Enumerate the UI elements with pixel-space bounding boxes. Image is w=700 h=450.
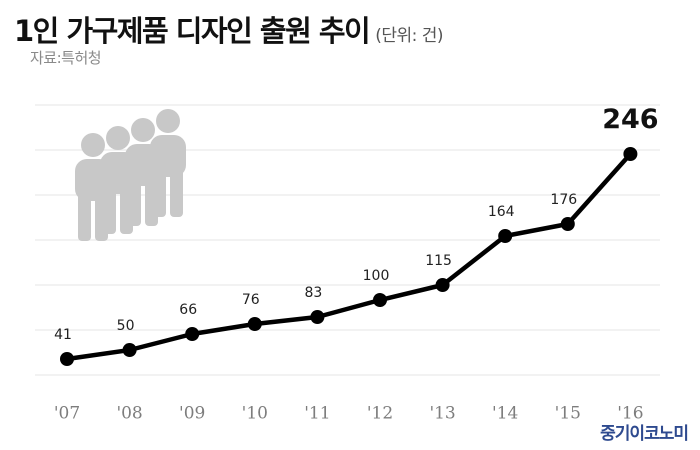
chart-title: 1인 가구제품 디자인 출원 추이 [14, 14, 371, 48]
source-label: 자료:특허청 [30, 49, 102, 67]
x-tick-4: '11 [304, 404, 330, 424]
series-line [64, 151, 633, 362]
person-leg-left [128, 174, 141, 226]
data-label-8: 176 [550, 192, 577, 208]
grid-lines [35, 104, 660, 376]
data-label-2: 66 [179, 302, 197, 318]
x-tick-5: '12 [367, 404, 393, 424]
data-point-8 [560, 217, 575, 231]
data-point-5 [373, 293, 387, 307]
person-leg-left [78, 189, 91, 241]
x-tick-3: '10 [242, 404, 268, 424]
data-point-4 [310, 310, 325, 324]
x-tick-7: '14 [492, 404, 518, 424]
person-head [131, 118, 155, 142]
title-row: 1인 가구제품 디자인 출원 추이 (단위: 건) [14, 8, 444, 50]
data-label-0: 41 [54, 327, 72, 343]
x-tick-9: '16 [617, 404, 643, 424]
data-point-9 [623, 147, 638, 161]
data-point-3 [247, 317, 262, 331]
data-point-6 [435, 278, 450, 292]
data-label-7: 164 [488, 204, 515, 220]
person-head [156, 109, 180, 133]
publisher-credit: 중기이코노미 [600, 424, 689, 444]
x-tick-0: '07 [54, 404, 80, 424]
person-head [106, 126, 130, 150]
person-leg-right [170, 165, 183, 217]
x-tick-1: '08 [116, 404, 142, 424]
data-label-1: 50 [117, 318, 135, 334]
data-point-1 [122, 343, 137, 357]
series-line-group [64, 151, 633, 362]
person-head [81, 133, 105, 157]
data-point-2 [185, 327, 200, 341]
data-points [60, 147, 638, 366]
x-tick-6: '13 [429, 404, 455, 424]
people-group-icon [75, 109, 186, 241]
data-point-7 [498, 229, 513, 243]
x-axis-ticks: '07 '08 '09 '10 '11 '12 '13 '14 '15 '16 [54, 404, 644, 424]
x-tick-2: '09 [179, 404, 205, 424]
data-label-4: 83 [304, 285, 322, 301]
data-label-5: 100 [363, 268, 390, 284]
data-label-9: 246 [602, 104, 658, 135]
person-leg-left [103, 182, 116, 234]
data-label-3: 76 [242, 292, 260, 308]
person-icon-3 [150, 109, 186, 217]
x-tick-8: '15 [555, 404, 581, 424]
data-labels: 41 50 66 76 83 100 115 164 176 246 [54, 104, 659, 343]
person-leg-left [153, 165, 166, 217]
data-point-0 [60, 352, 74, 366]
unit-label: (단위: 건) [375, 26, 444, 46]
data-label-6: 115 [425, 253, 452, 269]
